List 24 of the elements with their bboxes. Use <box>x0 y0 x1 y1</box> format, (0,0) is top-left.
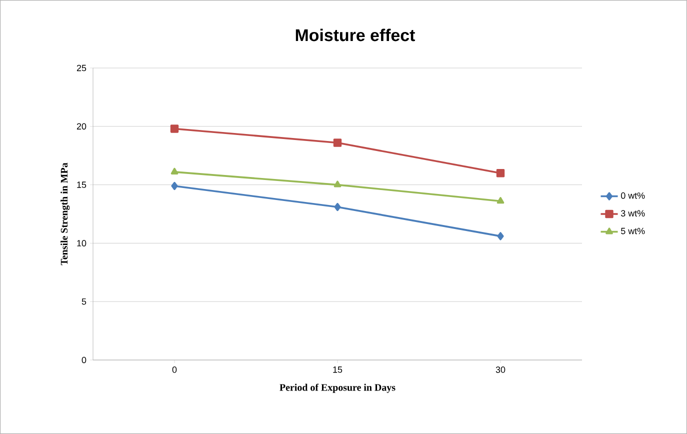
point <box>333 138 342 147</box>
y-axis-title: Tensile Strength in MPa <box>60 162 70 266</box>
y-tick-label: 20 <box>76 123 86 130</box>
point <box>497 232 504 240</box>
x-tick-label: 15 <box>333 366 342 373</box>
point <box>170 124 179 133</box>
x-tick-label: 0 <box>172 366 177 373</box>
point <box>496 169 505 178</box>
x-axis-title: Period of Exposure in Days <box>280 384 396 393</box>
legend-label: 3 wt% <box>621 210 645 216</box>
y-tick-label: 10 <box>77 240 86 246</box>
point <box>171 182 178 190</box>
y-tick-label: 0 <box>82 356 86 364</box>
point <box>334 180 342 188</box>
legend-label: 0 wt% <box>621 192 645 199</box>
chart-title: Moisture effect <box>296 28 416 42</box>
point <box>334 202 341 212</box>
point <box>170 168 178 174</box>
y-tick-label: 25 <box>76 64 86 72</box>
y-tick-label: 15 <box>77 182 86 188</box>
legend-label: 5 wt% <box>621 228 645 234</box>
point <box>496 197 504 204</box>
y-tick-label: 5 <box>82 298 86 305</box>
x-tick-label: 30 <box>496 366 506 373</box>
